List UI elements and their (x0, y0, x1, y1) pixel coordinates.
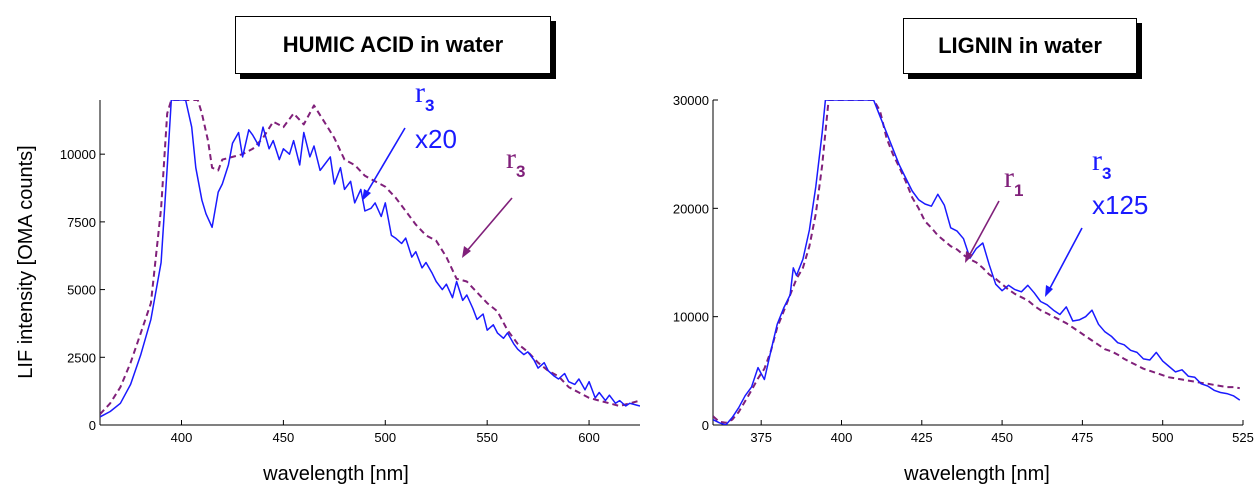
y-tick-label: 20000 (673, 201, 709, 216)
annotation-r3-x125-sub: 3 (1102, 164, 1111, 183)
y-tick-label: 7500 (67, 215, 96, 230)
chart-title-lignin: LIGNIN in water (903, 18, 1137, 74)
x-tick-label: 375 (750, 430, 772, 445)
annotation-r3-base: r (506, 142, 516, 175)
series-line-lignin-solid (713, 100, 1241, 425)
x-tick-label: 550 (476, 430, 498, 445)
annotation-r3-x20-sub: 3 (425, 96, 434, 115)
x-tick-label: 600 (578, 430, 600, 445)
x-axis-label-left: wavelength [nm] (262, 463, 409, 485)
x-tick-label: 450 (991, 430, 1013, 445)
annotation-arrowhead (362, 189, 371, 201)
svg-text:r3: r3 (506, 142, 525, 181)
svg-text:r3: r3 (415, 76, 434, 115)
series-line-humic-dashed (100, 100, 640, 415)
annotation-r3-x125-factor: x125 (1092, 190, 1148, 220)
x-tick-label: 525 (1232, 430, 1254, 445)
annotation-r3-x20-factor: x20 (415, 124, 457, 154)
chart-title-humic-acid: HUMIC ACID in water (235, 16, 551, 74)
annotation-r3-x125-base: r (1092, 144, 1102, 177)
annotation-arrow (465, 197, 513, 253)
annotation-r1-sub: 1 (1014, 181, 1023, 200)
annotation-r3: r3 (462, 142, 525, 258)
x-tick-label: 425 (911, 430, 933, 445)
annotation-arrowhead (965, 251, 973, 263)
x-tick-label: 450 (273, 430, 295, 445)
y-tick-label: 0 (89, 418, 96, 433)
annotation-r1: r1 (965, 161, 1023, 263)
annotation-arrow (365, 127, 406, 195)
y-tick-label: 5000 (67, 283, 96, 298)
x-tick-label: 400 (831, 430, 853, 445)
y-tick-label: 10000 (60, 147, 96, 162)
annotation-arrow (1048, 227, 1083, 291)
annotation-r1-base: r (1004, 161, 1014, 194)
right-chart: wavelength [nm] 375 400 425 450 475 500 525 0 10… (673, 93, 1254, 485)
x-tick-label: 400 (171, 430, 193, 445)
svg-text:r3: r3 (1092, 144, 1111, 183)
series-line-humic-solid (100, 100, 640, 418)
y-axis-label: LIF intensity [OMA counts] (15, 145, 37, 378)
y-tick-label: 10000 (673, 310, 709, 325)
y-tick-label: 0 (702, 418, 709, 433)
svg-text:r1: r1 (1004, 161, 1023, 200)
annotation-r3-x125: r3 x125 (1045, 144, 1148, 297)
x-tick-label: 500 (374, 430, 396, 445)
left-chart: LIF intensity [OMA counts] wavelength [n… (15, 100, 640, 485)
y-tick-label: 2500 (67, 350, 96, 365)
x-tick-label: 500 (1152, 430, 1174, 445)
annotation-r3-x20-base: r (415, 76, 425, 109)
x-tick-label: 475 (1072, 430, 1094, 445)
plot-area-humic-acid: 400 450 500 550 600 0 2500 5000 7500 10000 (60, 100, 640, 445)
x-axis-label-right: wavelength [nm] (903, 463, 1050, 485)
annotation-r3-sub: 3 (516, 162, 525, 181)
annotation-r3-x20: r3 x20 (362, 76, 457, 201)
annotation-arrowhead (1045, 285, 1053, 297)
annotation-arrowhead (462, 246, 471, 258)
annotation-arrow (968, 200, 1000, 257)
y-tick-label: 30000 (673, 93, 709, 108)
series-line-lignin-dashed (713, 100, 1240, 424)
